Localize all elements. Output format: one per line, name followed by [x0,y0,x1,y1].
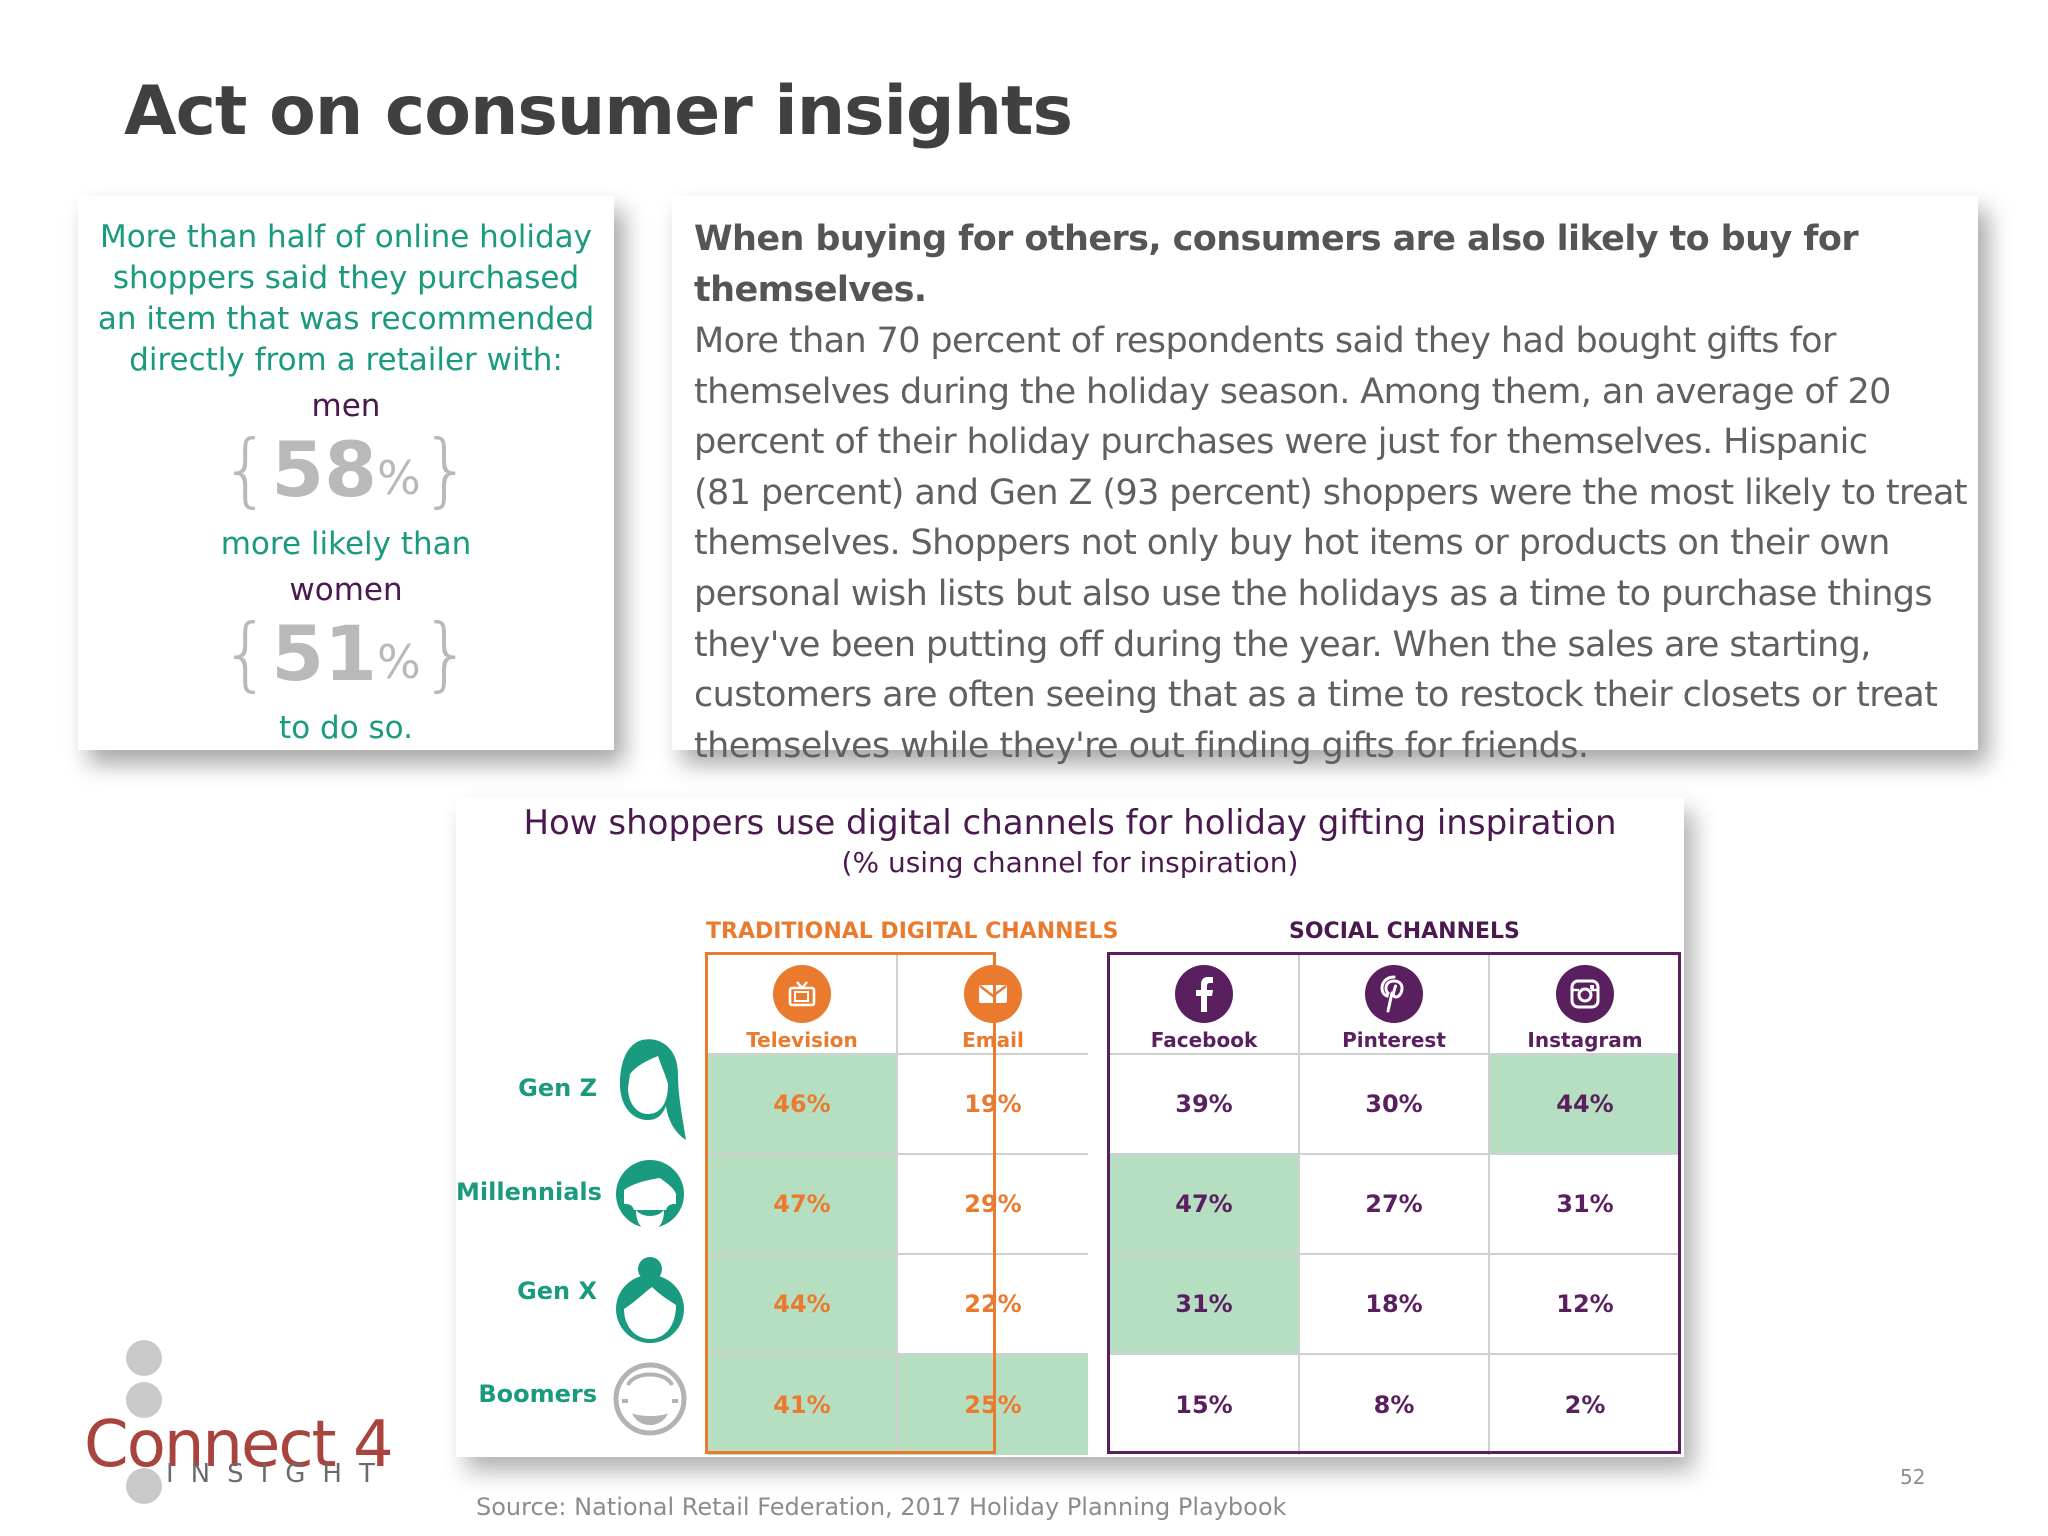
source-note: Source: National Retail Federation, 2017… [476,1493,1287,1521]
channel-header-facebook: Facebook [1110,955,1300,1055]
value-cell: 12% [1490,1255,1680,1355]
stat-lead-line: More than half of online holiday [99,219,593,255]
tv-icon [773,965,831,1023]
chart-subtitle: (% using channel for inspiration) [841,846,1299,879]
boomer-avatar-icon [612,1355,688,1449]
value-cell: 27% [1300,1155,1490,1255]
stat-value-women-number: 51 [271,609,378,698]
value-cell: 2% [1564,1391,1606,1419]
stat-group-women: women [289,572,403,608]
facebook-icon [1175,965,1233,1023]
generation-label: Boomers [478,1380,597,1408]
insight-body-line: themselves during the holiday season. Am… [694,371,1891,412]
value-cell: 44% [1490,1055,1680,1155]
channel-header-pinterest: Pinterest [1300,955,1490,1055]
stat-lead-line: shoppers said they purchased [112,260,580,296]
value-cell: 47% [1110,1155,1300,1255]
stat-card: More than half of online holiday shopper… [78,196,614,750]
channel-chart-card: How shoppers use digital channels for ho… [456,797,1684,1457]
channel-label: Facebook [1150,1028,1258,1052]
genx-avatar-icon [612,1255,688,1355]
genz-avatar-icon [612,1034,688,1148]
value-cell: 15% [1110,1355,1300,1455]
page-number: 52 [1900,1465,1926,1489]
insight-body-line: personal wish lists but also use the hol… [694,573,1933,614]
generation-label: Millennials [456,1178,602,1206]
slide-title: Act on consumer insights [124,72,1073,151]
insight-text-card: When buying for others, consumers are al… [672,196,1978,766]
insight-heading: When buying for others, consumers are al… [694,219,1859,310]
value-cell: 31% [1490,1155,1680,1255]
social-channels-box [1107,952,1681,1454]
channel-header-television: Television [708,955,898,1055]
stat-value-men: {58%} [220,423,472,516]
traditional-channels-box [705,952,996,1454]
channel-label: Television [746,1028,858,1052]
channel-label: Instagram [1527,1028,1643,1052]
insight-body: More than 70 percent of respondents said… [694,316,1969,771]
logo-dot [126,1382,162,1418]
stat-lead-line: an item that was recommended [97,301,595,337]
connect4-logo: Connect 4 INSIGHT [84,1338,404,1508]
value-cell: 46% [708,1055,898,1155]
chart-title: How shoppers use digital channels for ho… [523,803,1617,843]
generation-label: Gen X [517,1277,597,1305]
stat-comparison: more likely than [220,526,472,562]
traditional-channels-label: TRADITIONAL DIGITAL CHANNELS [706,919,1119,944]
value-cell: 18% [1300,1255,1490,1355]
value-cell: 31% [1110,1255,1300,1355]
stat-value-women: {51%} [220,607,472,700]
value-cell: 30% [1300,1055,1490,1155]
social-channels-label: SOCIAL CHANNELS [1289,919,1520,944]
value-cell: 44% [708,1255,898,1355]
pinterest-icon [1365,965,1423,1023]
instagram-icon [1556,965,1614,1023]
insight-body-line: More than 70 percent of respondents said… [694,321,1836,361]
value-cell: 47% [708,1155,898,1255]
channel-header-instagram: Instagram [1490,955,1680,1055]
millennial-avatar-icon [612,1154,688,1248]
logo-dot [126,1340,162,1376]
stat-closing: to do so. [279,710,413,746]
value-cell: 39% [1110,1055,1300,1155]
logo-sub-text: INSIGHT [166,1459,392,1489]
insight-body-line: they've been putting off during the year… [694,624,1871,665]
insight-body-line: percent of their holiday purchases were … [694,422,1868,463]
stat-lead: More than half of online holiday shopper… [78,217,614,381]
insight-body-line: themselves. Shoppers not only buy hot it… [694,523,1890,564]
logo-main-text: Connect 4 [84,1408,394,1482]
insight-body-line: (81 percent) and Gen Z (93 percent) shop… [694,472,1968,513]
insight-body-line: customers are often seeing that as a tim… [694,675,1938,716]
stat-pct-sign: % [377,451,421,505]
channel-label: Pinterest [1342,1028,1446,1052]
generation-label: Gen Z [518,1074,597,1102]
value-cell: 8% [1300,1355,1490,1455]
stat-value-men-number: 58 [271,425,378,514]
logo-dot [126,1468,162,1504]
stat-lead-line: directly from a retailer with: [129,342,563,378]
value-cell: 41% [708,1355,898,1455]
stat-group-men: men [311,388,381,424]
insight-body-line: themselves while they're out finding gif… [694,725,1589,766]
stat-pct-sign: % [377,635,421,689]
